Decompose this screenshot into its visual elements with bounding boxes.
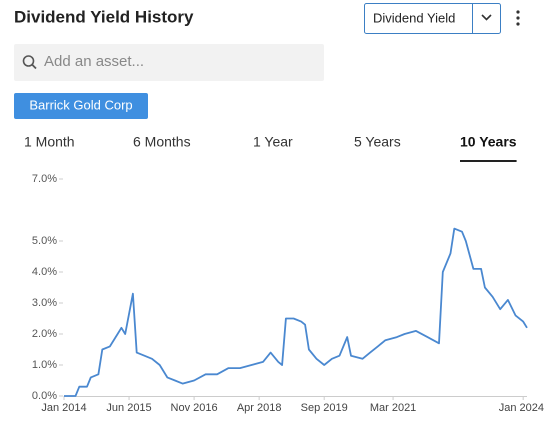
tab[interactable]: 1 Month (24, 134, 75, 150)
asset-chip[interactable]: Barrick Gold Corp (14, 93, 148, 119)
tab[interactable]: 1 Year (253, 134, 293, 150)
x-tick-label: Jun 2015 (106, 402, 151, 414)
search-box[interactable]: Add an asset... (14, 44, 324, 81)
tab-underline (460, 160, 517, 162)
search-placeholder: Add an asset... (44, 53, 144, 70)
yield-line (64, 227, 528, 397)
x-tick-label: Sep 2019 (301, 402, 348, 414)
y-tick-label: 5.0% (32, 235, 57, 247)
tab[interactable]: 5 Years (354, 134, 401, 150)
tab[interactable]: 10 Years (460, 134, 517, 150)
y-tick-label: 4.0% (32, 266, 57, 278)
x-tick-label: Apr 2018 (237, 402, 282, 414)
x-tick-label: Mar 2021 (370, 402, 416, 414)
y-tick-label: 7.0% (32, 173, 57, 185)
dropdown-label: Dividend Yield (373, 10, 455, 25)
tab[interactable]: 6 Months (133, 134, 191, 150)
asset-chip-label: Barrick Gold Corp (29, 97, 132, 112)
more-menu[interactable] (516, 10, 520, 26)
x-tick-label: Jan 2014 (41, 402, 86, 414)
y-tick-label: 3.0% (32, 297, 57, 309)
y-tick-label: 1.0% (32, 359, 57, 371)
x-tick-label: Jan 2024 (499, 402, 544, 414)
page-title: Dividend Yield History (14, 7, 194, 26)
y-tick-label: 2.0% (32, 328, 57, 340)
x-tick-label: Nov 2016 (171, 402, 218, 414)
y-tick-label: 0.0% (32, 390, 57, 402)
metric-dropdown[interactable]: Dividend Yield (364, 3, 501, 34)
